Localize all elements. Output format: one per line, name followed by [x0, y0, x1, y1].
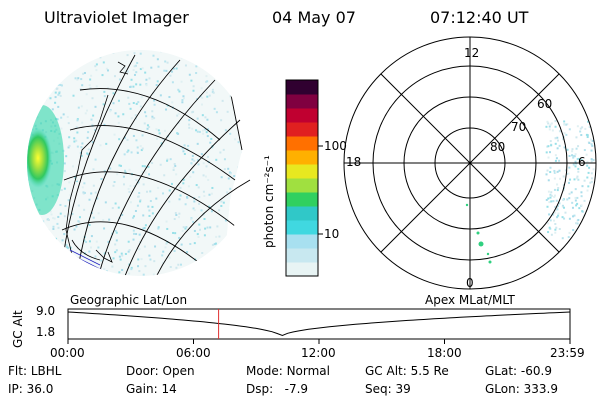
- altitude-xtick-3: 18:00: [427, 346, 462, 360]
- status-flt: Flt: LBHL: [8, 364, 62, 378]
- mlat-label-60: 60: [537, 97, 553, 111]
- time-label: 07:12:40 UT: [430, 8, 529, 27]
- altitude-ylabel: GC Alt: [11, 310, 25, 348]
- colorbar: [285, 79, 319, 277]
- polar-plot: [343, 36, 597, 290]
- altitude-xtick-0: 00:00: [50, 346, 85, 360]
- mlt-label-12: 12: [464, 46, 480, 60]
- status-door: Door: Open: [126, 364, 195, 378]
- status-mode: Mode: Normal: [246, 364, 330, 378]
- mlat-label-70: 70: [511, 120, 527, 134]
- status-ip: IP: 36.0: [8, 382, 54, 396]
- altitude-xtick-2: 12:00: [301, 346, 336, 360]
- mlt-label-18: 18: [346, 155, 362, 169]
- altitude-ytick-min: 1.8: [36, 325, 56, 339]
- altitude-ytick-max: 9.0: [36, 304, 56, 318]
- status-seq: Seq: 39: [365, 382, 411, 396]
- status-gain: Gain: 14: [126, 382, 177, 396]
- mlt-label-0: 0: [466, 276, 474, 290]
- date-label: 04 May 07: [272, 8, 356, 27]
- coastline: [65, 61, 129, 276]
- colorbar-tick-10: 10: [324, 227, 340, 241]
- altitude-xtick-4: 23:59: [550, 346, 585, 360]
- apex-label: Apex MLat/MLT: [425, 293, 515, 307]
- instrument-title: Ultraviolet Imager: [44, 8, 189, 27]
- status-dsp: Dsp: -7.9: [246, 382, 309, 396]
- mlt-label-6: 6: [578, 155, 586, 169]
- status-glon: GLon: 333.9: [485, 382, 558, 396]
- status-glat: GLat: -60.9: [485, 364, 552, 378]
- colorbar-tick-100: 100: [324, 139, 347, 153]
- mlat-label-80: 80: [490, 140, 506, 154]
- geographic-image: [27, 50, 262, 290]
- status-gc-alt: GC Alt: 5.5 Re: [365, 364, 449, 378]
- altitude-plot: [67, 308, 571, 344]
- altitude-xtick-1: 06:00: [176, 346, 211, 360]
- geographic-label: Geographic Lat/Lon: [70, 293, 188, 307]
- colorbar-unit-label: photon cm⁻²s⁻¹: [262, 155, 276, 248]
